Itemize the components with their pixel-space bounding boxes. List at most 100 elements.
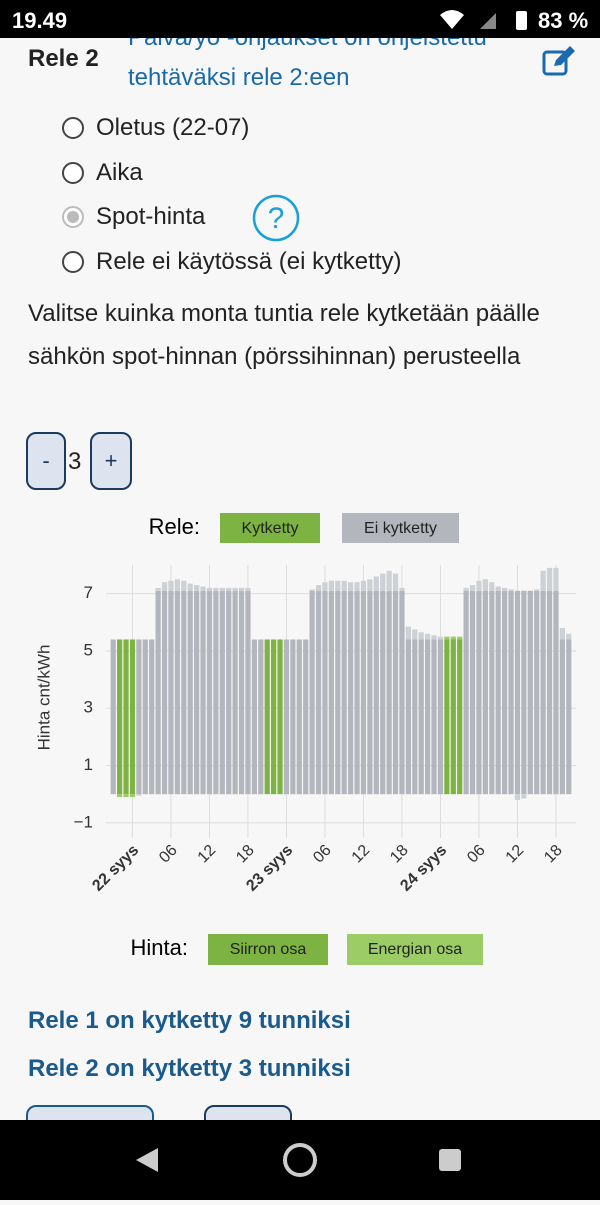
bar-segment — [418, 639, 424, 795]
bar-segment — [290, 639, 296, 795]
bar-segment — [546, 567, 553, 591]
bar-segment — [309, 590, 315, 795]
radio-option[interactable]: Rele ei käytössä (ei kytketty) — [62, 248, 401, 276]
bar-segment — [213, 587, 219, 591]
bar-segment — [335, 580, 341, 591]
y-tick-label: 3 — [84, 698, 93, 717]
bar-segment — [341, 580, 347, 591]
bar-segment — [514, 794, 521, 800]
increase-button[interactable]: + — [90, 432, 132, 490]
bar-segment — [425, 639, 431, 795]
legend-swatch — [220, 513, 320, 543]
bar-segment — [110, 639, 116, 795]
bar-segment — [181, 590, 187, 795]
bar-segment — [322, 582, 328, 591]
bar-segment — [431, 635, 437, 640]
y-axis-label: Hinta cnt/kWh — [34, 645, 53, 751]
bar-segment — [399, 587, 405, 591]
help-button[interactable]: ? — [251, 193, 301, 243]
recents-button[interactable] — [439, 1149, 461, 1171]
edit-button[interactable] — [542, 46, 576, 76]
y-tick-label: 7 — [84, 583, 93, 602]
bar-segment — [309, 589, 315, 591]
bar-segment — [264, 639, 270, 795]
bar-segment — [258, 639, 264, 795]
x-tick-label: 18 — [233, 842, 258, 867]
bar-segment — [380, 573, 386, 591]
bar-segment — [277, 639, 283, 795]
bar-segment — [348, 590, 354, 795]
bar-segment — [155, 587, 161, 591]
radio-option[interactable]: Oletus (22-07) — [62, 114, 249, 142]
bar-segment — [238, 587, 245, 591]
bar-segment — [117, 794, 123, 798]
bar-segment — [200, 590, 206, 795]
legend-label: Kytketty — [242, 520, 299, 537]
bar-segment — [251, 639, 257, 795]
bar-segment — [161, 582, 168, 591]
bar-segment — [335, 590, 341, 795]
bar-segment — [386, 590, 392, 795]
bar-segment — [238, 590, 245, 795]
x-tick-label: 12 — [503, 842, 528, 867]
home-button[interactable] — [283, 1143, 317, 1177]
option-label: Spot-hinta — [96, 203, 206, 230]
legend-title: Rele: — [149, 514, 200, 539]
bar-segment — [546, 590, 553, 795]
radio-option[interactable]: Spot-hinta — [62, 203, 205, 231]
x-tick-label: 22 syys — [89, 842, 142, 895]
hours-value: 3 — [68, 448, 82, 475]
legend-label: Ei kytketty — [364, 520, 437, 537]
bar-segment — [245, 587, 251, 591]
bar-segment — [514, 590, 521, 795]
bar-segment — [328, 590, 334, 795]
bar-segment — [482, 579, 488, 591]
bar-segment — [457, 639, 463, 795]
bar-segment — [489, 582, 495, 591]
bar-segment — [232, 587, 238, 591]
summary-line: Rele 2 on kytketty 3 tunniksi — [28, 1055, 351, 1082]
x-tick-label: 12 — [349, 842, 374, 867]
radio-button[interactable] — [62, 206, 84, 228]
radio-option[interactable]: Aika — [62, 159, 143, 187]
bar-segment — [502, 590, 508, 795]
bar-segment — [341, 590, 347, 795]
bar-segment — [315, 585, 322, 591]
bar-segment — [354, 582, 360, 591]
bar-segment — [534, 590, 540, 795]
bar-segment — [181, 580, 187, 591]
bar-segment — [540, 590, 546, 795]
legend-swatch — [208, 934, 328, 965]
bar-segment — [219, 587, 225, 591]
price-chart: Rele: Kytketty Ei kytketty −1 1 3 5 7 Hinta cnt/… — [34, 513, 576, 965]
bar-segment — [322, 590, 328, 795]
back-button[interactable] — [136, 1148, 158, 1172]
summary-line: Rele 1 on kytketty 9 tunniksi — [28, 1007, 351, 1034]
bar-segment — [187, 590, 193, 795]
bar-segment — [174, 590, 180, 795]
bar-segment — [418, 632, 424, 640]
radio-button[interactable] — [62, 117, 84, 139]
bar-segment — [219, 590, 225, 795]
bar-segment — [412, 629, 418, 640]
bar-segment — [373, 576, 379, 591]
bar-segment — [328, 580, 334, 591]
x-tick-label: 06 — [464, 842, 489, 867]
option-label: Aika — [96, 158, 143, 186]
nav-icons — [136, 1143, 461, 1177]
bar-segment — [495, 586, 501, 591]
radio-button[interactable] — [62, 161, 84, 184]
bar-segment — [540, 570, 546, 591]
x-tick-label: 12 — [195, 842, 220, 867]
relay-title: Rele 2 — [28, 45, 99, 72]
bar-segment — [354, 590, 360, 795]
bar-segment — [392, 590, 399, 795]
bar-segment — [450, 639, 456, 795]
bar-segment — [444, 636, 450, 640]
legend-label: Energian osa — [368, 941, 462, 958]
bar-segment — [431, 639, 437, 795]
decrease-button[interactable]: - — [26, 432, 66, 490]
bar-segment — [508, 589, 514, 591]
radio-button[interactable] — [62, 250, 84, 273]
bar-segment — [444, 639, 450, 795]
